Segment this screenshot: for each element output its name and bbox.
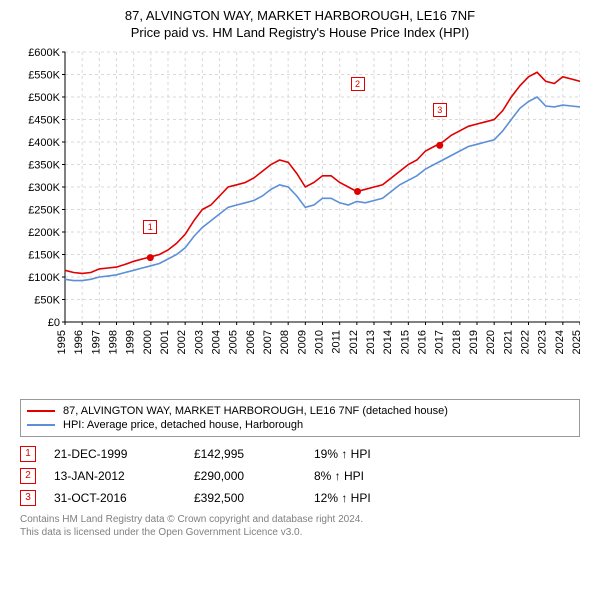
line-chart-svg: £0 £50K £100K £150K £200K £250K £300K £350K £400… [20,46,580,361]
svg-text:£200K: £200K [28,227,60,239]
svg-text:2020: 2020 [485,330,497,354]
marker-row-1: 1 21-DEC-1999£142,99519% ↑ HPI [20,443,580,465]
legend-item-1: HPI: Average price, detached house, Harb… [27,418,573,432]
chart-marker-badge-1: 1 [143,220,157,234]
chart-marker-badge-3: 3 [433,103,447,117]
marker-price: £142,995 [194,447,314,461]
svg-text:2023: 2023 [537,330,549,354]
marker-pct: 19% ↑ HPI [314,447,454,461]
svg-text:1999: 1999 [125,330,137,354]
footnote: Contains HM Land Registry data © Crown c… [20,513,580,539]
marker-date: 13-JAN-2012 [54,469,194,483]
marker-pct: 8% ↑ HPI [314,469,454,483]
marker-date: 21-DEC-1999 [54,447,194,461]
svg-text:2011: 2011 [331,330,343,354]
svg-text:2018: 2018 [451,330,463,354]
svg-text:2019: 2019 [468,330,480,354]
marker-badge-1: 1 [20,446,36,462]
svg-text:2024: 2024 [554,330,566,354]
svg-text:£0: £0 [48,317,60,329]
marker-price: £290,000 [194,469,314,483]
chart-marker-badge-2: 2 [351,77,365,91]
svg-text:£300K: £300K [28,182,60,194]
svg-text:2001: 2001 [159,330,171,354]
svg-text:2000: 2000 [142,330,154,354]
svg-text:£150K: £150K [28,249,60,261]
svg-text:£450K: £450K [28,114,60,126]
marker-row-3: 3 31-OCT-2016£392,50012% ↑ HPI [20,487,580,509]
chart-title: 87, ALVINGTON WAY, MARKET HARBOROUGH, LE… [10,8,590,25]
legend-item-0: 87, ALVINGTON WAY, MARKET HARBOROUGH, LE… [27,404,573,418]
chart-subtitle: Price paid vs. HM Land Registry's House … [10,25,590,40]
svg-text:1995: 1995 [56,330,68,354]
marker-table: 1 21-DEC-1999£142,99519% ↑ HPI 2 13-JAN-201… [20,443,580,509]
svg-text:2014: 2014 [382,330,394,354]
svg-text:2005: 2005 [228,330,240,354]
svg-text:£50K: £50K [34,294,60,306]
marker-badge-2: 2 [20,468,36,484]
svg-text:2010: 2010 [314,330,326,354]
svg-text:£550K: £550K [28,69,60,81]
svg-text:2012: 2012 [348,330,360,354]
svg-text:2009: 2009 [296,330,308,354]
chart-plot-area: £0 £50K £100K £150K £200K £250K £300K £350K £400… [20,46,580,361]
svg-text:£250K: £250K [28,204,60,216]
svg-text:2008: 2008 [279,330,291,354]
svg-text:2022: 2022 [520,330,532,354]
legend-label: 87, ALVINGTON WAY, MARKET HARBOROUGH, LE… [63,405,448,417]
svg-text:£100K: £100K [28,272,60,284]
svg-text:2025: 2025 [571,330,580,354]
legend-box: 87, ALVINGTON WAY, MARKET HARBOROUGH, LE… [20,399,580,437]
svg-text:2017: 2017 [434,330,446,354]
svg-text:£500K: £500K [28,92,60,104]
marker-badge-3: 3 [20,490,36,506]
svg-text:2003: 2003 [193,330,205,354]
legend-swatch [27,424,55,426]
svg-text:2004: 2004 [211,330,223,354]
svg-text:2007: 2007 [262,330,274,354]
legend-swatch [27,410,55,412]
marker-row-2: 2 13-JAN-2012£290,0008% ↑ HPI [20,465,580,487]
svg-text:1997: 1997 [90,330,102,354]
footnote-line-2: This data is licensed under the Open Gov… [20,526,580,539]
svg-text:£400K: £400K [28,137,60,149]
svg-text:2006: 2006 [245,330,257,354]
marker-pct: 12% ↑ HPI [314,491,454,505]
legend-label: HPI: Average price, detached house, Harb… [63,419,303,431]
svg-text:£350K: £350K [28,159,60,171]
svg-text:£600K: £600K [28,47,60,59]
footnote-line-1: Contains HM Land Registry data © Crown c… [20,513,580,526]
marker-price: £392,500 [194,491,314,505]
svg-text:1996: 1996 [73,330,85,354]
svg-text:2013: 2013 [365,330,377,354]
svg-text:2016: 2016 [417,330,429,354]
svg-text:1998: 1998 [108,330,120,354]
svg-text:2002: 2002 [176,330,188,354]
chart-container: 87, ALVINGTON WAY, MARKET HARBOROUGH, LE… [0,0,600,590]
svg-text:2021: 2021 [502,330,514,354]
svg-text:2015: 2015 [399,330,411,354]
marker-date: 31-OCT-2016 [54,491,194,505]
